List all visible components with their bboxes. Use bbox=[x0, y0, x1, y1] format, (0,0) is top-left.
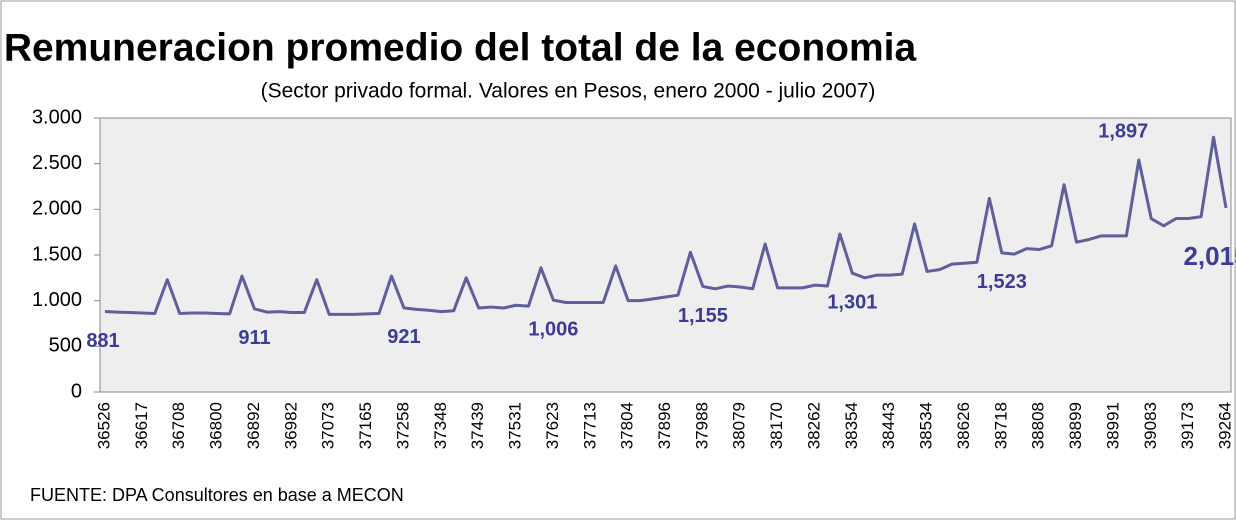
x-tick-label: 39083 bbox=[1141, 402, 1160, 449]
x-tick-label: 38899 bbox=[1066, 402, 1085, 449]
x-tick-label: 38534 bbox=[917, 402, 936, 449]
data-label: 2,015 bbox=[1183, 241, 1236, 271]
x-tick-label: 37804 bbox=[618, 402, 637, 449]
chart-subtitle: (Sector privado formal. Valores en Pesos… bbox=[261, 80, 876, 103]
data-label: 1,006 bbox=[528, 318, 578, 340]
y-tick-label: 2.000 bbox=[32, 198, 82, 220]
x-tick-label: 36617 bbox=[132, 402, 151, 449]
x-tick-label: 37439 bbox=[468, 402, 487, 449]
data-label: 921 bbox=[387, 326, 420, 348]
x-tick-label: 38170 bbox=[767, 402, 786, 449]
x-tick-label: 39264 bbox=[1215, 402, 1234, 449]
y-tick-label: 2.500 bbox=[32, 152, 82, 174]
x-tick-label: 37988 bbox=[692, 402, 711, 449]
y-tick-label: 500 bbox=[49, 335, 82, 357]
x-tick-label: 37073 bbox=[319, 402, 338, 449]
data-label: 1,897 bbox=[1098, 120, 1148, 142]
x-tick-label: 38718 bbox=[991, 402, 1010, 449]
source-note: FUENTE: DPA Consultores en base a MECON bbox=[30, 485, 404, 505]
data-label: 1,523 bbox=[977, 271, 1027, 293]
x-tick-label: 39173 bbox=[1178, 402, 1197, 449]
data-label: 1,301 bbox=[827, 291, 877, 313]
x-tick-label: 38443 bbox=[879, 402, 898, 449]
x-tick-label: 37531 bbox=[506, 402, 525, 449]
x-tick-label: 37348 bbox=[431, 402, 450, 449]
line bbox=[104, 135, 1228, 316]
y-tick-label: 1.000 bbox=[32, 289, 82, 311]
data-label: 881 bbox=[86, 330, 119, 352]
data-label: 1,155 bbox=[678, 305, 728, 327]
x-tick-label: 38991 bbox=[1103, 402, 1122, 449]
x-tick-label: 36526 bbox=[94, 402, 113, 449]
y-tick-label: 1.500 bbox=[32, 243, 82, 265]
y-tick-label: 0 bbox=[71, 380, 82, 402]
x-tick-label: 36892 bbox=[244, 402, 263, 449]
x-tick-label: 38626 bbox=[954, 402, 973, 449]
x-tick-label: 36982 bbox=[281, 402, 300, 449]
x-tick-label: 37896 bbox=[655, 402, 674, 449]
x-tick-label: 38262 bbox=[804, 402, 823, 449]
plot-area bbox=[99, 117, 1232, 393]
chart-title: Remuneracion promedio del total de la ec… bbox=[4, 26, 917, 69]
x-tick-label: 37623 bbox=[543, 402, 562, 449]
x-tick-label: 37713 bbox=[580, 402, 599, 449]
data-label: 911 bbox=[238, 327, 270, 349]
y-tick-label: 3.000 bbox=[32, 106, 82, 128]
x-tick-label: 37165 bbox=[356, 402, 375, 449]
x-tick-label: 38079 bbox=[730, 402, 749, 449]
x-tick-label: 37258 bbox=[393, 402, 412, 449]
x-tick-label: 38354 bbox=[842, 402, 861, 449]
x-tick-label: 36708 bbox=[169, 402, 188, 449]
x-tick-label: 38808 bbox=[1029, 402, 1048, 449]
x-tick-label: 36800 bbox=[207, 402, 226, 449]
